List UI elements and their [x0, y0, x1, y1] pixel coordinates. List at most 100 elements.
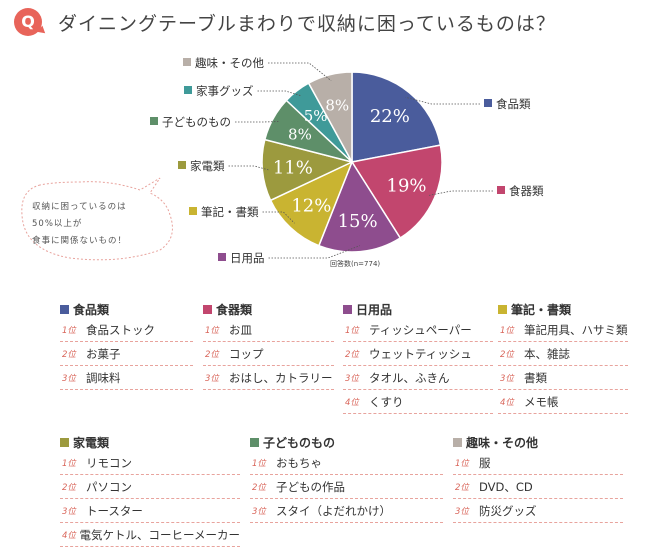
rank-row: 1位服 [453, 451, 623, 475]
category-name: 筆記・書類 [511, 302, 572, 317]
legend-swatch [178, 161, 186, 169]
category-heading: 食品類 [60, 300, 193, 318]
rank-number: 2位 [62, 349, 76, 360]
rank-row: 1位 筆記用具、ハサミ類 [498, 318, 628, 342]
rank-item: くすり [369, 394, 404, 409]
rank-number: 3位 [252, 506, 266, 517]
rank-item: 調味料 [86, 370, 121, 385]
category-block: 趣味・その他 1位服 2位 DVD、CD 3位 防災グッズ [453, 433, 623, 523]
rank-item: 食品ストック [86, 322, 155, 337]
rank-number: 1位 [62, 325, 76, 336]
slice-percent-label: 8% [325, 96, 349, 114]
rank-item: ティッシュペーパー [369, 322, 472, 337]
rank-number: 4位 [62, 530, 76, 541]
leader-line [405, 96, 480, 105]
rank-item: お皿 [229, 322, 252, 337]
legend-label: 食器類 [509, 184, 544, 198]
legend-swatch [189, 207, 197, 215]
rank-item: タオル、ふきん [369, 370, 450, 385]
rank-item: 防災グッズ [479, 503, 537, 518]
rank-row: 2位 ウェットティッシュ [343, 342, 493, 366]
rank-row: 3位 書類 [498, 366, 628, 390]
rank-row: 4位 電気ケトル、コーヒーメーカー [60, 523, 240, 547]
legend-label: 家電類 [190, 159, 225, 173]
rank-row: 4位 くすり [343, 390, 493, 414]
slice-percent-label: 12% [291, 195, 331, 216]
category-block: 家電類 1位 リモコン 2位 パソコン 3位 トースター 4位 電気ケトル、コーヒーメーカー [60, 433, 240, 547]
slice-percent-label: 19% [387, 176, 427, 197]
rank-number: 2位 [205, 349, 219, 360]
category-name: 食器類 [216, 302, 253, 317]
category-swatch [453, 437, 462, 447]
chart-note: 収納に困っているのは 50%以上が 食事に関係ないもの！ [32, 199, 172, 250]
rank-row: 3位 タオル、ふきん [343, 366, 493, 390]
rank-number: 4位 [500, 397, 514, 408]
rank-row: 1位 リモコン [60, 451, 240, 475]
rank-row: 1位 お皿 [203, 318, 334, 342]
rank-item: ウェットティッシュ [369, 346, 472, 361]
rank-number: 3位 [205, 373, 219, 384]
rank-item: おはし、カトラリー [229, 370, 333, 385]
rank-item: おもちゃ [276, 455, 322, 470]
category-block: 筆記・書類 1位 筆記用具、ハサミ類 2位 本、雑誌 3位 書類 4位 メモ帳 [498, 300, 628, 414]
rank-row: 2位 お菓子 [60, 342, 193, 366]
legend-label: 子どものもの [162, 115, 231, 129]
rank-number: 3位 [62, 506, 76, 517]
rank-row: 1位 ティッシュペーパー [343, 318, 493, 342]
rank-row: 3位 スタイ（よだれかけ） [250, 499, 443, 523]
rank-row: 2位 コップ [203, 342, 334, 366]
rank-number: 1位 [62, 458, 76, 469]
rank-row: 2位 パソコン [60, 475, 240, 499]
rank-item: 子どもの作品 [276, 479, 345, 494]
leader-line [262, 211, 295, 224]
rank-row: 3位 調味料 [60, 366, 193, 390]
legend-swatch [183, 58, 191, 66]
rank-item: 電気ケトル、コーヒーメーカー [79, 527, 240, 542]
category-name: 趣味・その他 [466, 435, 539, 450]
page-title: ダイニングテーブルまわりで収納に困っているものは？ [58, 13, 556, 35]
rank-number: 2位 [252, 482, 266, 493]
legend-swatch [218, 253, 226, 261]
note-line: 50%以上が [32, 219, 83, 229]
rank-row: 2位 DVD、CD [453, 475, 623, 499]
category-name: 子どものもの [263, 435, 336, 450]
rank-item: トースター [86, 503, 143, 518]
category-block: 食器類 1位 お皿 2位 コップ 3位 おはし、カトラリー [203, 300, 334, 390]
pie-slice [269, 160, 354, 247]
category-heading: 子どものもの [250, 433, 443, 451]
rank-number: 4位 [345, 397, 359, 408]
rank-item: DVD、CD [479, 479, 533, 494]
rank-item: メモ帳 [524, 394, 559, 409]
category-heading: 日用品 [343, 300, 493, 318]
rank-number: 1位 [345, 325, 359, 336]
pie-slice [307, 71, 353, 163]
rank-item: スタイ（よだれかけ） [276, 503, 391, 518]
category-swatch [203, 304, 212, 314]
speech-bubble [21, 177, 173, 261]
rank-number: 3位 [455, 506, 469, 517]
rank-item: リモコン [86, 455, 132, 470]
category-swatch [60, 304, 69, 314]
rank-item: 本、雑誌 [524, 346, 570, 361]
slice-percent-label: 22% [370, 106, 410, 127]
legend-label: 家事グッズ [196, 84, 254, 98]
note-line: 収納に困っているのは [32, 202, 127, 212]
leader-line [268, 245, 361, 259]
note-line: 食事に関係ないもの！ [32, 236, 128, 246]
category-heading: 家電類 [60, 433, 240, 451]
rank-row: 4位 メモ帳 [498, 390, 628, 414]
legend-label: 趣味・その他 [195, 56, 264, 70]
rank-item: 書類 [524, 370, 547, 385]
legend-label: 日用品 [230, 251, 265, 265]
legend-label: 食品類 [496, 97, 531, 111]
pie-slice [351, 71, 442, 163]
legend-label: 筆記・書類 [201, 205, 259, 219]
rank-number: 3位 [500, 373, 514, 384]
category-swatch [60, 437, 69, 447]
rank-row: 3位 トースター [60, 499, 240, 523]
rank-number: 2位 [62, 482, 76, 493]
category-swatch [343, 304, 352, 314]
rank-row: 1位 おもちゃ [250, 451, 443, 475]
pie-slice [350, 144, 443, 240]
